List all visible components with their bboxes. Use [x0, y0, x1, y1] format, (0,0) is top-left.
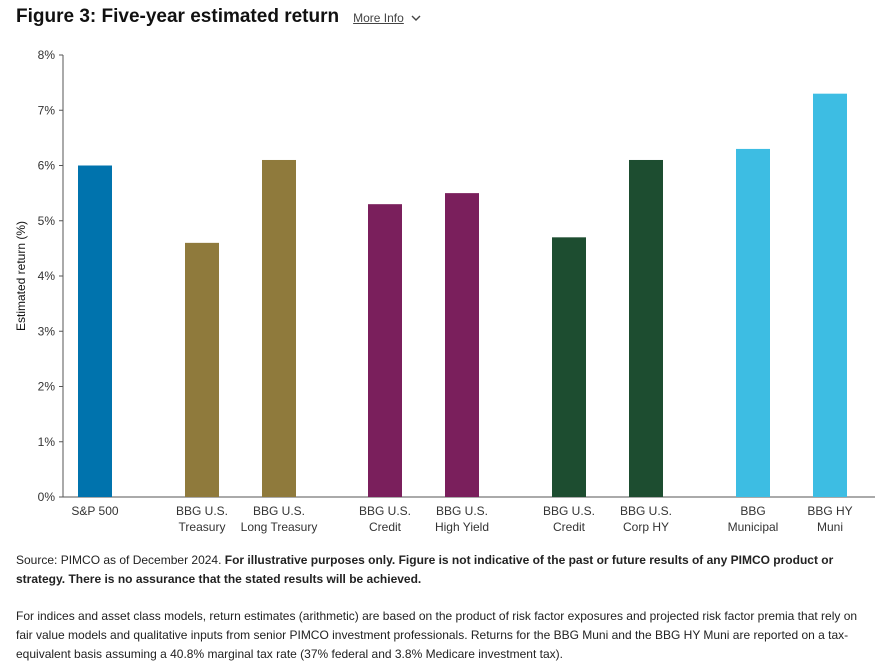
x-category-label: Long Treasury [241, 520, 318, 534]
y-tick-label: 0% [38, 490, 56, 504]
x-category-label: S&P 500 [71, 504, 118, 518]
x-category-label: Treasury [179, 520, 226, 534]
x-category-label: BBG U.S. [253, 504, 305, 518]
y-tick-label: 6% [38, 159, 56, 173]
x-category-label: High Yield [435, 520, 489, 534]
x-category-label: Municipal [728, 520, 779, 534]
source-note: Source: PIMCO as of December 2024. For i… [16, 551, 874, 589]
y-tick-label: 1% [38, 435, 56, 449]
source-prefix: Source: PIMCO as of December 2024. [16, 553, 225, 567]
x-category-label: BBG HY [807, 504, 852, 518]
more-info-link[interactable]: More Info [353, 11, 422, 25]
x-category-label: Credit [553, 520, 586, 534]
bar-4 [368, 204, 402, 498]
more-info-label: More Info [353, 11, 404, 25]
x-category-label: BBG U.S. [436, 504, 488, 518]
y-tick-label: 2% [38, 380, 56, 394]
bar-7 [629, 159, 663, 497]
methodology-note: For indices and asset class models, retu… [16, 609, 858, 661]
y-tick-label: 5% [38, 214, 56, 228]
y-tick-label: 8% [38, 48, 56, 62]
bar-5 [445, 193, 479, 497]
x-category-label: Muni [817, 520, 843, 534]
bar-2 [185, 242, 219, 497]
bar-1 [78, 165, 112, 497]
chart-header: Figure 3: Five-year estimated return Mor… [16, 6, 422, 28]
bar-9 [813, 93, 847, 498]
x-category-label: BBG U.S. [176, 504, 228, 518]
source-disclaimer: For illustrative purposes only. Figure i… [16, 553, 834, 586]
x-category-label: BBG U.S. [359, 504, 411, 518]
x-category-label: BBG U.S. [620, 504, 672, 518]
y-tick-label: 3% [38, 324, 56, 338]
y-tick-label: 4% [38, 269, 56, 283]
y-tick-label: 7% [38, 103, 56, 117]
x-category-label: Credit [369, 520, 402, 534]
x-category-label: BBG U.S. [543, 504, 595, 518]
bar-chart: 0% 1% 2% 3% 4% 5% 6% 7% 8% Estimated return (%) S&… [14, 48, 875, 534]
x-category-label: Corp HY [623, 520, 669, 534]
bar-8 [736, 148, 770, 498]
bar-6 [552, 237, 586, 497]
chart-title: Figure 3: Five-year estimated return [16, 6, 340, 27]
x-category-label: BBG [740, 504, 765, 518]
chevron-down-icon [411, 15, 421, 21]
y-axis-title: Estimated return (%) [14, 221, 28, 331]
bar-3 [262, 159, 296, 497]
